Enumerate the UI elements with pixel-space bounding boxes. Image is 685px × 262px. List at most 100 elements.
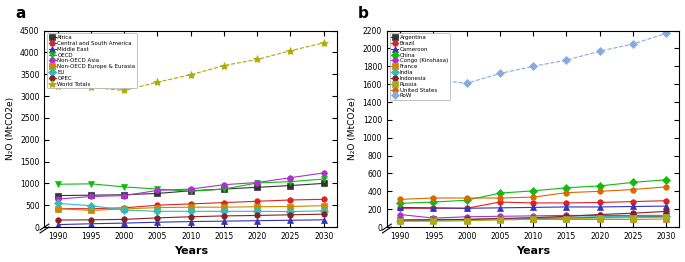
- Line: World Totals: World Totals: [53, 39, 328, 95]
- Central and South America: [87, 207, 95, 210]
- Brazil: [429, 207, 438, 210]
- Non-OECD Asia: [120, 194, 128, 197]
- Line: Indonesia: Indonesia: [397, 209, 669, 223]
- Non-OECD Europe & Eurasia: [186, 206, 195, 209]
- Congo (Kinshasa): [462, 215, 471, 218]
- Non-OECD Europe & Eurasia: [286, 205, 295, 208]
- Cameroon: [496, 206, 504, 209]
- United States: [529, 195, 537, 199]
- China: [595, 184, 603, 188]
- India: [496, 217, 504, 221]
- Non-OECD Europe & Eurasia: [220, 206, 228, 209]
- Argentina: [629, 215, 637, 218]
- OECD: [153, 188, 162, 191]
- World Totals: [253, 58, 262, 61]
- Non-OECD Asia: [253, 181, 262, 184]
- OECD: [320, 177, 328, 181]
- Congo (Kinshasa): [429, 216, 438, 220]
- Russia: [396, 220, 404, 223]
- Middle East: [220, 220, 228, 223]
- RoW: [629, 42, 637, 46]
- EU: [253, 210, 262, 213]
- World Totals: [286, 49, 295, 52]
- France: [496, 218, 504, 221]
- OPEC: [153, 216, 162, 220]
- Brazil: [529, 201, 537, 205]
- Central and South America: [320, 198, 328, 201]
- OECD: [87, 182, 95, 185]
- Indonesia: [562, 215, 571, 218]
- Line: India: India: [397, 213, 669, 224]
- Argentina: [529, 217, 537, 220]
- Text: b: b: [358, 6, 369, 21]
- OECD: [120, 185, 128, 188]
- Indonesia: [629, 212, 637, 215]
- China: [562, 186, 571, 189]
- France: [529, 218, 537, 221]
- France: [629, 218, 637, 221]
- EU: [220, 210, 228, 213]
- OECD: [286, 180, 295, 183]
- EU: [53, 202, 62, 205]
- Legend: Argentina, Brazil, Cameroon, China, Congo (Kinshasa), France, India, Indonesia, : Argentina, Brazil, Cameroon, China, Cong…: [390, 34, 449, 100]
- France: [595, 218, 603, 221]
- World Totals: [220, 64, 228, 67]
- China: [396, 202, 404, 205]
- RoW: [662, 32, 670, 35]
- Middle East: [286, 219, 295, 222]
- RoW: [396, 74, 404, 77]
- Central and South America: [120, 206, 128, 209]
- Line: EU: EU: [55, 201, 327, 214]
- Congo (Kinshasa): [562, 214, 571, 217]
- Non-OECD Asia: [186, 188, 195, 191]
- Russia: [562, 217, 571, 220]
- OECD: [53, 183, 62, 186]
- India: [595, 215, 603, 218]
- India: [662, 214, 670, 217]
- China: [462, 199, 471, 202]
- Africa: [186, 189, 195, 192]
- Brazil: [462, 207, 471, 210]
- Cameroon: [529, 206, 537, 209]
- Legend: Africa, Central and South America, Middle East, OECD, Non-OECD Asia, Non-OECD Eu: Africa, Central and South America, Middl…: [47, 34, 137, 88]
- Russia: [429, 220, 438, 223]
- United States: [562, 191, 571, 194]
- Brazil: [629, 200, 637, 203]
- Africa: [87, 194, 95, 197]
- Brazil: [496, 200, 504, 204]
- India: [529, 216, 537, 220]
- Africa: [120, 193, 128, 196]
- Argentina: [562, 216, 571, 220]
- Indonesia: [429, 218, 438, 221]
- Cameroon: [396, 206, 404, 209]
- Central and South America: [220, 201, 228, 204]
- Africa: [286, 184, 295, 187]
- Non-OECD Asia: [286, 176, 295, 179]
- Central and South America: [53, 207, 62, 210]
- Line: France: France: [397, 216, 669, 223]
- Argentina: [429, 218, 438, 221]
- Non-OECD Asia: [87, 195, 95, 198]
- India: [462, 218, 471, 221]
- OPEC: [87, 218, 95, 221]
- RoW: [529, 65, 537, 68]
- Middle East: [320, 218, 328, 221]
- Russia: [629, 216, 637, 219]
- Line: OPEC: OPEC: [55, 211, 327, 223]
- OPEC: [220, 214, 228, 217]
- Line: Non-OECD Europe & Eurasia: Non-OECD Europe & Eurasia: [55, 203, 327, 213]
- Line: RoW: RoW: [397, 31, 669, 86]
- Indonesia: [529, 216, 537, 219]
- Non-OECD Europe & Eurasia: [120, 207, 128, 210]
- Line: Congo (Kinshasa): Congo (Kinshasa): [397, 212, 669, 221]
- Indonesia: [396, 219, 404, 222]
- Line: Middle East: Middle East: [55, 217, 327, 227]
- Cameroon: [562, 205, 571, 209]
- Middle East: [53, 223, 62, 226]
- RoW: [595, 50, 603, 53]
- Line: China: China: [397, 177, 669, 206]
- Line: United States: United States: [397, 184, 669, 202]
- RoW: [429, 78, 438, 81]
- China: [529, 189, 537, 193]
- Russia: [496, 218, 504, 221]
